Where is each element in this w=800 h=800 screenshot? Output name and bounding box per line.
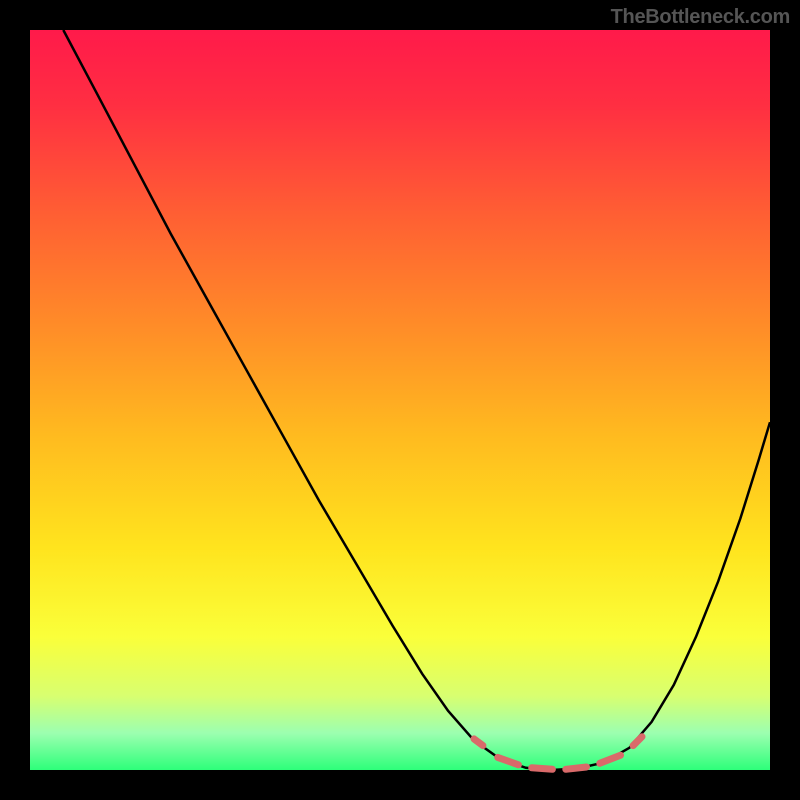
watermark-text: TheBottleneck.com: [611, 6, 790, 29]
chart-container: { "watermark": { "text": "TheBottleneck.…: [0, 0, 800, 800]
bottleneck-chart: [0, 0, 800, 800]
gradient-background: [30, 30, 770, 770]
